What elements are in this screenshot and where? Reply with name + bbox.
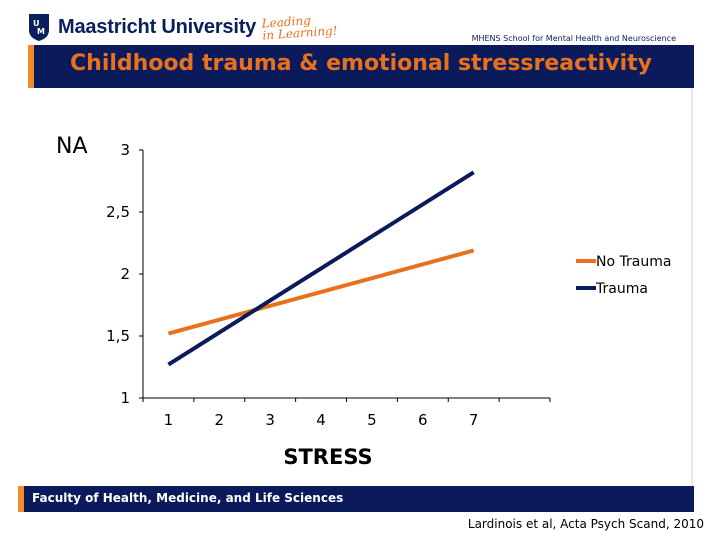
- legend-label-no-trauma: No Trauma: [596, 254, 671, 270]
- y-tick-label: 2: [120, 265, 130, 283]
- university-logo: U M Maastricht University Leading in Lea…: [28, 10, 338, 44]
- x-tick-label: 4: [316, 411, 326, 429]
- title-bar: Childhood trauma & emotional stressreact…: [28, 45, 694, 88]
- x-tick-label: 3: [265, 411, 275, 429]
- university-shield-icon: U M: [29, 14, 49, 41]
- x-tick-label: 1: [164, 411, 174, 429]
- university-name: Maastricht University: [58, 15, 257, 38]
- footer-bar: Faculty of Health, Medicine, and Life Sc…: [18, 486, 694, 512]
- x-tick-label: 7: [469, 411, 479, 429]
- chart-axes: [142, 150, 550, 399]
- y-tick-label: 1: [120, 389, 130, 407]
- chart-ticks: 1 1,5 2 2,5 3 1 2 3 4 5 6 7: [106, 141, 551, 429]
- citation: Lardinois et al, Acta Psych Scand, 2010: [467, 517, 704, 531]
- y-tick-label: 2,5: [106, 203, 130, 221]
- x-tick-label: 2: [215, 411, 225, 429]
- y-axis-label: NA: [56, 134, 88, 159]
- series-line-trauma: [167, 170, 475, 367]
- x-tick-label: 5: [367, 411, 377, 429]
- right-divider: [691, 88, 693, 486]
- svg-text:M: M: [37, 27, 45, 36]
- chart-legend: No Trauma Trauma: [576, 254, 671, 297]
- chart-series: [167, 170, 475, 367]
- slide-title: Childhood trauma & emotional stressreact…: [70, 51, 652, 76]
- svg-text:U: U: [33, 19, 40, 28]
- footer-accent: [18, 486, 24, 512]
- school-name: MHENS School for Mental Health and Neuro…: [471, 34, 676, 43]
- y-tick-label: 1,5: [106, 327, 130, 345]
- series-line-no-trauma: [167, 248, 475, 336]
- x-tick-label: 6: [418, 411, 428, 429]
- y-tick-label: 3: [120, 141, 130, 159]
- legend-label-trauma: Trauma: [595, 281, 648, 297]
- title-accent: [28, 45, 34, 88]
- x-axis-label: STRESS: [283, 445, 372, 469]
- faculty-name: Faculty of Health, Medicine, and Life Sc…: [32, 491, 344, 505]
